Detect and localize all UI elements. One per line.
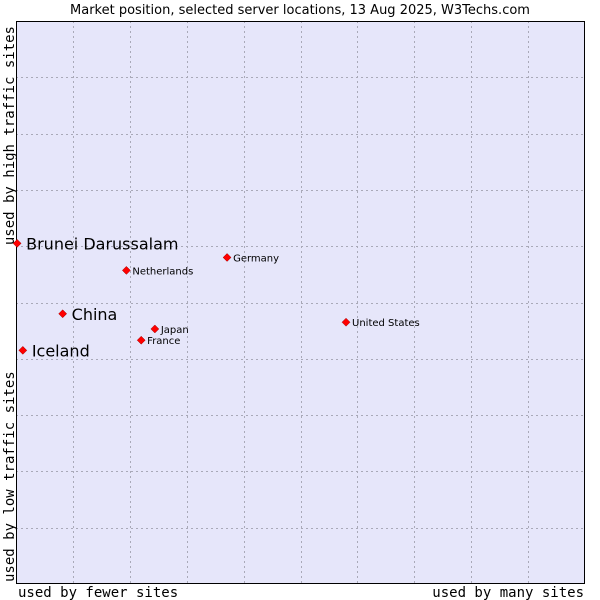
plot-border	[16, 21, 585, 584]
x-axis-label-left: used by fewer sites	[18, 585, 178, 600]
chart-title: Market position, selected server locatio…	[70, 3, 530, 18]
data-point-label: China	[72, 305, 118, 324]
data-point-label: France	[147, 336, 180, 347]
data-point-marker	[341, 317, 351, 327]
data-point-marker	[58, 309, 68, 319]
data-point-marker	[222, 253, 232, 262]
data-point-marker	[122, 266, 131, 275]
data-point-label: Japan	[160, 325, 189, 336]
data-point-label: Iceland	[32, 341, 90, 360]
data-point-marker	[150, 324, 160, 334]
data-point-label: Germany	[233, 253, 279, 264]
y-axis-label-bottom: used by low traffic sites	[2, 371, 18, 582]
data-point-label: Brunei Darussalam	[26, 234, 178, 253]
data-points: Brunei Darussalam Germany Netherlands China…	[12, 234, 420, 360]
data-point-marker	[12, 239, 22, 248]
data-point-label: United States	[352, 318, 420, 329]
data-point-marker	[136, 335, 146, 345]
data-point-label: Netherlands	[132, 266, 193, 277]
plot-area	[16, 21, 585, 584]
data-point-marker	[18, 346, 28, 355]
grid-lines	[16, 21, 585, 584]
y-axis-label-top: used by high traffic sites	[2, 26, 18, 245]
x-axis-label-right: used by many sites	[432, 585, 584, 600]
